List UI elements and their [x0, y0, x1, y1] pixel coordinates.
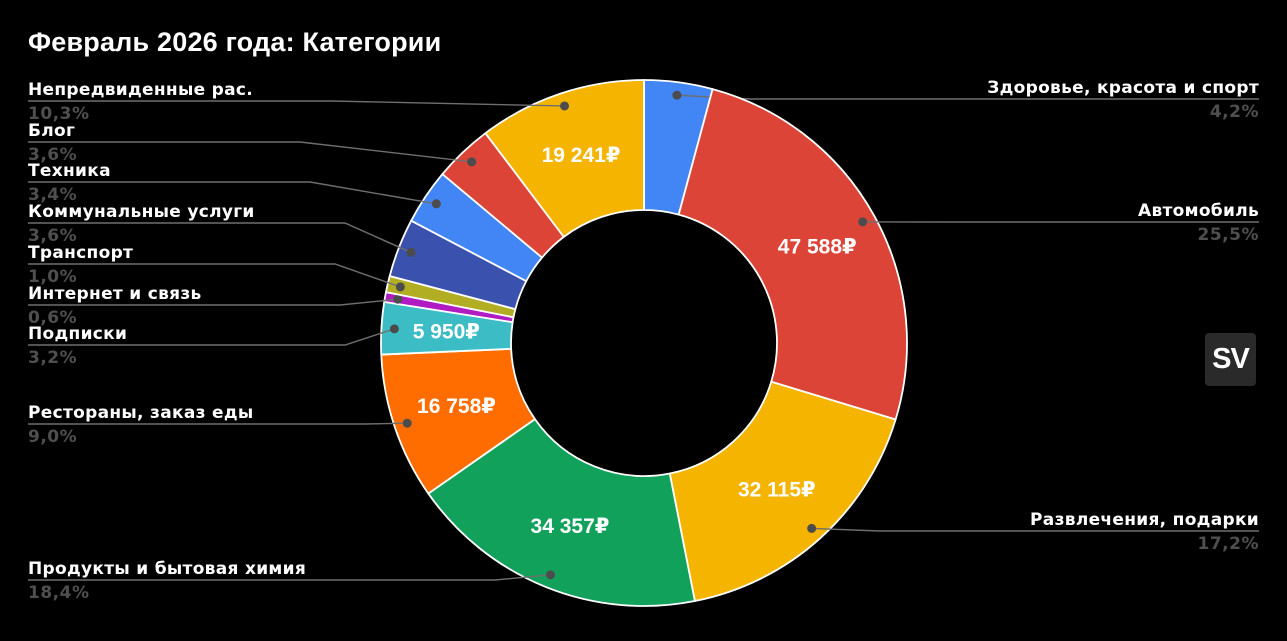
sv-logo-text: SV: [1212, 343, 1250, 375]
leader-dot-2: [807, 523, 817, 533]
leader-dot-5: [389, 324, 399, 334]
slice-value-label-11: 19 241₽: [542, 144, 621, 167]
leader-line-9: [28, 181, 437, 205]
category-label-11: Непредвиденные рас. 10,3%: [28, 80, 253, 124]
pie-slice-3: [427, 418, 696, 607]
category-name: Интернет и связь: [28, 284, 202, 304]
category-percent: 10,3%: [28, 104, 90, 124]
category-label-4: Рестораны, заказ еды 9,0%: [28, 403, 254, 447]
leader-line-0: [676, 94, 1259, 100]
pie-slice-11: [484, 79, 645, 238]
category-label-2: Развлечения, подарки 17,2%: [1030, 510, 1259, 554]
category-name: Продукты и бытовая химия: [28, 559, 307, 579]
category-name: Коммунальные услуги: [28, 202, 255, 222]
category-percent: 4,2%: [1209, 102, 1259, 122]
category-name: Автомобиль: [1137, 201, 1259, 221]
leader-dot-11: [560, 101, 570, 111]
leader-dot-3: [546, 570, 556, 580]
leader-dot-10: [467, 157, 477, 167]
category-percent: 3,2%: [28, 348, 78, 368]
category-name: Рестораны, заказ еды: [28, 403, 254, 423]
category-name: Развлечения, подарки: [1030, 510, 1259, 530]
leader-dot-8: [406, 247, 416, 257]
category-name: Здоровье, красота и спорт: [987, 78, 1259, 98]
category-percent: 18,4%: [28, 583, 90, 603]
slice-value-label-3: 34 357₽: [531, 515, 610, 538]
category-name: Подписки: [28, 324, 128, 344]
category-label-9: Техника 3,4%: [28, 161, 111, 205]
category-percent: 3,4%: [28, 185, 78, 205]
leader-dot-4: [402, 418, 412, 428]
category-percent: 9,0%: [28, 427, 78, 447]
category-label-5: Подписки 3,2%: [28, 324, 127, 368]
page-title: Февраль 2026 года: Категории: [28, 27, 442, 57]
pie-slice-1: [677, 88, 908, 421]
leader-line-11: [28, 100, 565, 107]
category-label-10: Блог 3,6%: [28, 121, 77, 165]
leader-line-2: [811, 527, 1259, 532]
category-percent: 1,0%: [28, 267, 78, 287]
leader-dot-9: [431, 199, 441, 209]
category-name: Блог: [28, 121, 76, 141]
category-percent: 3,6%: [28, 145, 78, 165]
slice-value-label-4: 16 758₽: [417, 395, 496, 418]
slice-value-label-5: 5 950₽: [413, 320, 480, 343]
category-percent: 3,6%: [28, 226, 78, 246]
slice-value-label-1: 47 588₽: [778, 236, 857, 259]
leader-dot-6: [393, 294, 403, 304]
leader-line-3: [28, 574, 551, 581]
category-name: Техника: [28, 161, 111, 181]
leader-line-10: [28, 141, 472, 163]
category-label-7: Транспорт 1,0%: [28, 243, 133, 287]
leader-dot-0: [672, 90, 682, 100]
category-label-1: Автомобиль 25,5%: [1138, 201, 1259, 245]
leader-line-7: [28, 263, 401, 288]
leader-dot-7: [395, 282, 405, 292]
leader-line-6: [28, 298, 398, 306]
pie-slice-2: [668, 380, 897, 602]
category-name: Непредвиденные рас.: [28, 80, 254, 100]
leader-line-4: [28, 422, 408, 425]
category-percent: 17,2%: [1197, 534, 1259, 554]
category-label-0: Здоровье, красота и спорт 4,2%: [987, 78, 1259, 122]
category-percent: 0,6%: [28, 308, 78, 328]
category-name: Транспорт: [28, 243, 134, 263]
leader-line-8: [28, 222, 412, 254]
leader-dot-1: [858, 217, 868, 227]
slice-value-label-2: 32 115₽: [738, 478, 816, 501]
category-label-8: Коммунальные услуги 3,6%: [28, 202, 255, 246]
sv-logo: SV: [1205, 333, 1256, 386]
leader-line-5: [28, 328, 395, 346]
category-label-6: Интернет и связь 0,6%: [28, 284, 202, 328]
category-percent: 25,5%: [1197, 225, 1259, 245]
category-label-3: Продукты и бытовая химия 18,4%: [28, 559, 306, 603]
